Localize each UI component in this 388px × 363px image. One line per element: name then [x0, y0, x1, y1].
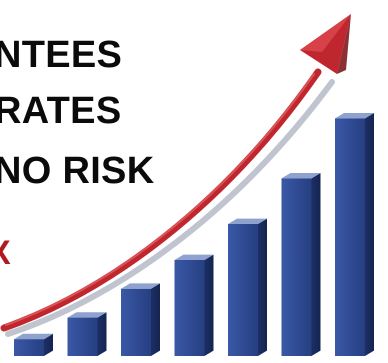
headline-line-4: X [0, 236, 11, 270]
bar-4 [174, 254, 214, 356]
bar-top [335, 113, 374, 119]
bar-front [228, 224, 258, 356]
bar-top [281, 173, 321, 179]
bar-side [44, 333, 53, 356]
bars-group [14, 113, 374, 357]
bar-front [14, 339, 44, 356]
bar-1 [14, 333, 53, 356]
bar-3 [121, 283, 160, 356]
bar-top [14, 333, 53, 340]
bar-side [258, 218, 267, 356]
bar-side [204, 254, 214, 356]
bar-6 [281, 173, 321, 356]
bar-front [335, 118, 365, 357]
arrow-shadow [5, 79, 335, 337]
bar-side [97, 312, 107, 356]
bar-front [67, 317, 98, 356]
bar-front [281, 178, 312, 356]
rising-arrow-icon [0, 14, 351, 332]
bar-side [365, 113, 374, 356]
bar-5 [228, 218, 267, 356]
bar-top [67, 312, 107, 318]
headline-line-2: RATES [0, 90, 122, 132]
headline-line-1: NTEES [0, 34, 123, 76]
bar-side [311, 173, 321, 356]
bar-side [151, 283, 160, 356]
bar-top [174, 254, 214, 260]
bar-front [174, 260, 205, 356]
bar-top [228, 218, 267, 224]
headline-line-3: NO RISK [0, 150, 155, 192]
bar-2 [67, 312, 107, 356]
bar-front [121, 288, 151, 356]
bar-top [121, 283, 160, 289]
bar-7 [335, 113, 374, 357]
